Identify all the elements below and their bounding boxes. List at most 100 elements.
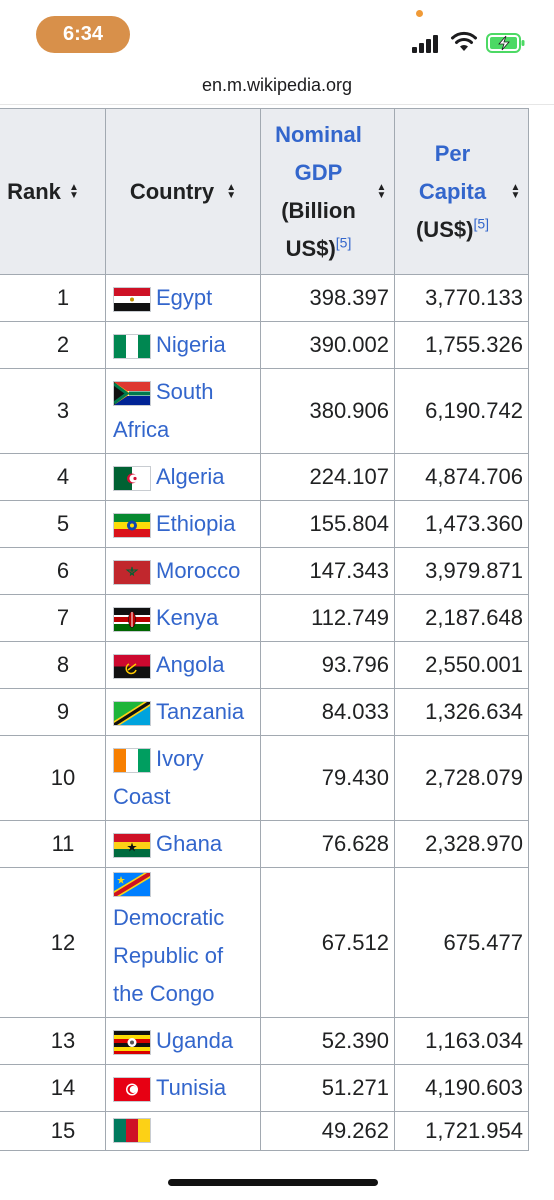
country-cell: Democratic Republic of the Congo	[105, 867, 261, 1018]
algeria-flag-icon[interactable]	[113, 465, 151, 491]
tunisia-flag-icon[interactable]	[113, 1076, 151, 1102]
per-capita-cell: 1,326.634	[394, 688, 529, 736]
kenya-flag-icon[interactable]	[113, 606, 151, 632]
ghana-flag-icon[interactable]	[113, 832, 151, 858]
table-row: 6 Morocco 147.343 3,979.871	[0, 547, 529, 595]
country-cell: Algeria	[105, 453, 261, 501]
sort-icon[interactable]: ▲ ▼	[226, 182, 237, 202]
address-bar[interactable]: en.m.wikipedia.org	[201, 75, 353, 95]
address-bar-divider	[0, 104, 554, 105]
column-header-rank[interactable]: Rank ▲ ▼	[0, 108, 106, 275]
table-row: 1 Egypt 398.397 3,770.133	[0, 274, 529, 322]
ethiopia-flag-icon[interactable]	[113, 512, 151, 538]
rank-cell: 1	[0, 274, 106, 322]
country-link[interactable]: Tunisia	[156, 1075, 227, 1100]
country-cell: Tanzania	[105, 688, 261, 736]
country-cell: Nigeria	[105, 321, 261, 369]
rank-cell: 11	[0, 820, 106, 868]
rank-cell: 12	[0, 867, 106, 1018]
south-africa-flag-icon[interactable]	[113, 380, 151, 406]
uganda-flag-icon[interactable]	[113, 1029, 151, 1055]
angola-flag-icon[interactable]	[113, 653, 151, 679]
per-capita-cell: 6,190.742	[394, 368, 529, 454]
home-indicator[interactable]	[168, 1179, 378, 1186]
country-link[interactable]: Ivory Coast	[113, 746, 204, 809]
nominal-gdp-cell: 52.390	[260, 1017, 395, 1065]
rank-cell: 13	[0, 1017, 106, 1065]
rank-cell: 5	[0, 500, 106, 548]
country-link[interactable]: Egypt	[156, 285, 213, 310]
country-link[interactable]: Angola	[156, 652, 225, 677]
country-cell: Ethiopia	[105, 500, 261, 548]
per-capita-cell: 2,328.970	[394, 820, 529, 868]
rank-cell: 15	[0, 1111, 106, 1151]
country-link[interactable]: Morocco	[156, 558, 241, 583]
country-link[interactable]: Uganda	[156, 1028, 234, 1053]
per-capita-cell: 3,770.133	[394, 274, 529, 322]
per-capita-cell: 1,721.954	[394, 1111, 529, 1151]
country-link[interactable]: Ethiopia	[156, 511, 236, 536]
per-capita-link-2[interactable]: Capita	[418, 178, 487, 204]
morocco-flag-icon[interactable]	[113, 559, 151, 585]
country-cell	[105, 1111, 261, 1151]
column-header-nominal-gdp[interactable]: Nominal GDP (Billion US$)[5] ▲ ▼	[260, 108, 395, 275]
ivory-coast-flag-icon[interactable]	[113, 747, 151, 773]
gdp-table-container[interactable]: Rank ▲ ▼ Country ▲ ▼ Nominal GDP (Billion US…	[0, 108, 554, 1200]
sort-icon[interactable]: ▲ ▼	[510, 181, 521, 201]
cameroon-flag-icon[interactable]	[113, 1117, 151, 1143]
column-header-country[interactable]: Country ▲ ▼	[105, 108, 261, 275]
per-capita-link[interactable]: Per	[434, 140, 471, 166]
country-link[interactable]: South Africa	[113, 379, 214, 442]
table-row: 9 Tanzania 84.033 1,326.634	[0, 688, 529, 736]
sort-icon[interactable]: ▲ ▼	[68, 182, 79, 202]
country-link[interactable]: Democratic Republic of the Congo	[113, 905, 225, 1006]
per-capita-cell: 2,728.079	[394, 735, 529, 821]
country-cell: Egypt	[105, 274, 261, 322]
sort-icon[interactable]: ▲ ▼	[376, 181, 387, 201]
table-body: 1 Egypt 398.397 3,770.133 2 Nigeria 390.002 1,7…	[0, 274, 529, 1151]
country-header-label: Country	[129, 179, 215, 205]
country-link[interactable]: Kenya	[156, 605, 219, 630]
wifi-icon	[451, 31, 477, 51]
table-row: 10 Ivory Coast 79.430 2,728.079	[0, 735, 529, 821]
rank-cell: 4	[0, 453, 106, 501]
rank-cell: 7	[0, 594, 106, 642]
egypt-flag-icon[interactable]	[113, 286, 151, 312]
column-header-per-capita[interactable]: Per Capita (US$)[5] ▲ ▼	[394, 108, 529, 275]
country-cell: Ivory Coast	[105, 735, 261, 821]
country-cell: Kenya	[105, 594, 261, 642]
per-capita-cell: 2,187.648	[394, 594, 529, 642]
per-capita-cell: 2,550.001	[394, 641, 529, 689]
per-capita-cell: 3,979.871	[394, 547, 529, 595]
nominal-gdp-cell: 84.033	[260, 688, 395, 736]
nominal-gdp-cell: 147.343	[260, 547, 395, 595]
country-link[interactable]: Algeria	[156, 464, 225, 489]
country-link[interactable]: Nigeria	[156, 332, 226, 357]
nominal-link[interactable]: Nominal	[275, 121, 362, 147]
rank-cell: 6	[0, 547, 106, 595]
nominal-gdp-cell: 390.002	[260, 321, 395, 369]
country-link[interactable]: Ghana	[156, 831, 223, 856]
country-cell: Ghana	[105, 820, 261, 868]
reference-link[interactable]: [5]	[335, 234, 352, 251]
cellular-signal-icon	[412, 33, 442, 53]
tanzania-flag-icon[interactable]	[113, 700, 151, 726]
table-row: 11 Ghana 76.628 2,328.970	[0, 820, 529, 868]
per-capita-cell: 1,473.360	[394, 500, 529, 548]
nominal-gdp-cell: 398.397	[260, 274, 395, 322]
table-row: 7 Kenya 112.749 2,187.648	[0, 594, 529, 642]
table-row: 3 South Africa 380.906 6,190.742	[0, 368, 529, 454]
status-time: 6:34	[36, 16, 130, 53]
table-row: 13 Uganda 52.390 1,163.034	[0, 1017, 529, 1065]
rank-cell: 9	[0, 688, 106, 736]
country-link[interactable]: Tanzania	[156, 699, 245, 724]
gdp-link[interactable]: GDP	[294, 159, 343, 185]
dr-congo-flag-icon[interactable]	[113, 872, 151, 897]
country-cell: Tunisia	[105, 1064, 261, 1112]
nigeria-flag-icon[interactable]	[113, 333, 151, 359]
nominal-gdp-cell: 380.906	[260, 368, 395, 454]
per-capita-cell: 1,163.034	[394, 1017, 529, 1065]
nominal-gdp-cell: 224.107	[260, 453, 395, 501]
nominal-gdp-cell: 76.628	[260, 820, 395, 868]
reference-link[interactable]: [5]	[473, 215, 490, 232]
